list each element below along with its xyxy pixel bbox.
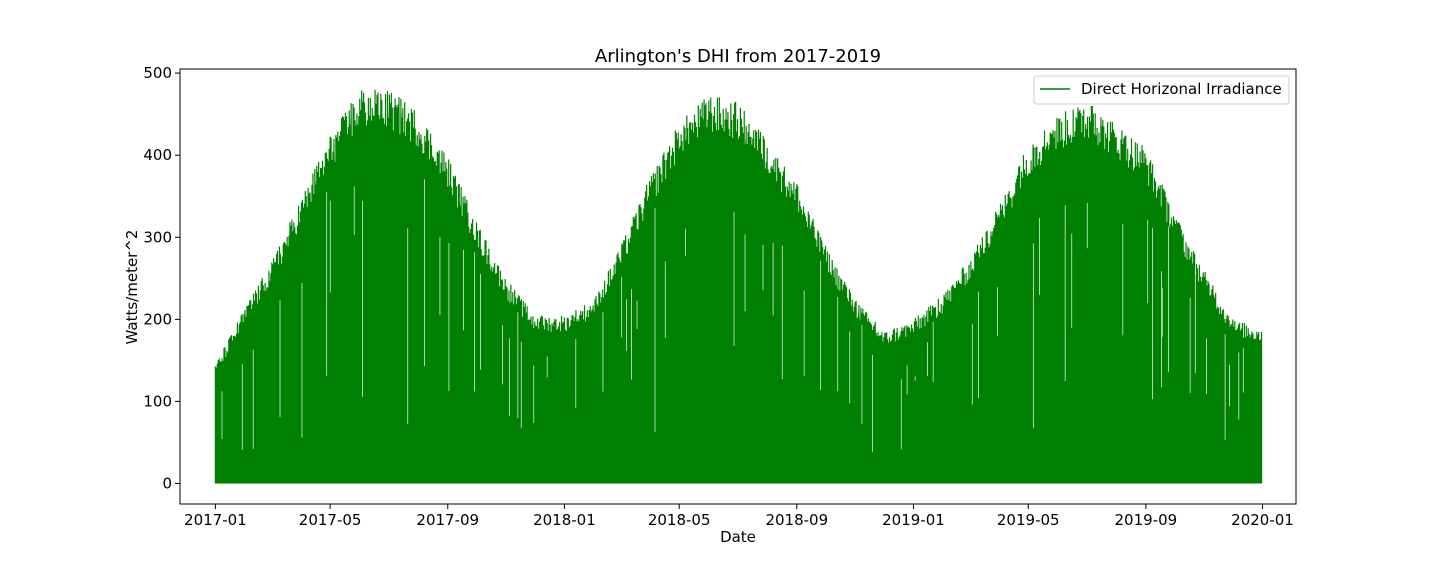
- y-axis-label: Watts/meter^2: [123, 230, 141, 345]
- x-tick-label: 2019-05: [997, 511, 1060, 529]
- y-tick-label: 0: [162, 474, 172, 492]
- x-tick-label: 2017-09: [416, 511, 479, 529]
- series-line: [214, 89, 1263, 484]
- legend-entry-label: Direct Horizonal Irradiance: [1081, 80, 1282, 98]
- y-tick-label: 500: [143, 64, 172, 82]
- plot-frame: [179, 68, 1297, 505]
- y-tick-label: 300: [143, 228, 172, 246]
- y-tick-label: 400: [143, 146, 172, 164]
- x-tick-label: 2018-05: [648, 511, 711, 529]
- x-tick-label: 2017-05: [299, 511, 362, 529]
- x-axis-ticks: 2017-01 2017-05 2017-09 2018-01 2018-05 2018-…: [184, 504, 1294, 529]
- x-tick-label: 2018-01: [533, 511, 596, 529]
- x-tick-label: 2020-01: [1231, 511, 1294, 529]
- x-tick-label: 2019-09: [1115, 511, 1178, 529]
- y-axis-ticks: 0 100 200 300 400 500: [143, 64, 180, 492]
- series-gaps: [221, 179, 1264, 452]
- x-tick-label: 2018-09: [765, 511, 828, 529]
- x-tick-label: 2019-01: [882, 511, 945, 529]
- x-tick-label: 2017-01: [184, 511, 247, 529]
- y-tick-label: 100: [143, 392, 172, 410]
- x-axis-label: Date: [720, 528, 756, 546]
- legend: Direct Horizonal Irradiance: [1033, 75, 1290, 105]
- chart-title: Arlington's DHI from 2017-2019: [595, 46, 881, 67]
- y-tick-label: 200: [143, 310, 172, 328]
- legend-box: [1033, 75, 1290, 105]
- data-layer: [214, 89, 1264, 484]
